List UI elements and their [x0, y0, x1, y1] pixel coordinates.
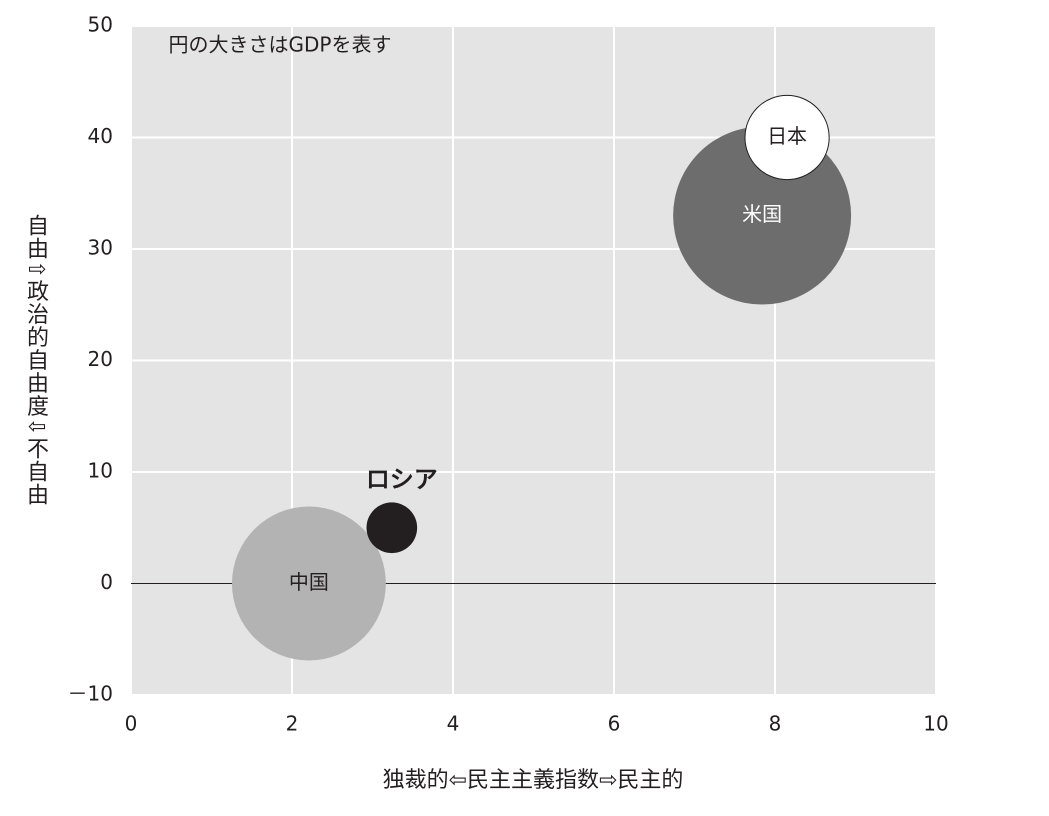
- y-tick-label: 20: [88, 347, 113, 371]
- x-tick-label: 4: [447, 712, 460, 736]
- y-tick-label: －10: [68, 682, 113, 706]
- bubble: [366, 502, 418, 554]
- y-tick-label: 0: [100, 570, 113, 594]
- bubble-label: 米国: [742, 202, 782, 226]
- bubble-label: 日本: [767, 124, 807, 148]
- x-axis-label: 独裁的⇦民主主義指数⇨民主的: [383, 768, 684, 793]
- annotation: 円の大きさはGDPを表す: [169, 33, 392, 57]
- y-tick-label: 50: [88, 13, 113, 37]
- x-tick-label: 2: [286, 712, 299, 736]
- x-tick-label: 8: [769, 712, 782, 736]
- bubble: [231, 506, 386, 661]
- bubble-label: 中国: [289, 570, 329, 594]
- x-tick-label: 0: [125, 712, 138, 736]
- y-tick-label: 40: [88, 124, 113, 148]
- x-tick-label: 10: [923, 712, 948, 736]
- y-tick-label: 10: [88, 459, 113, 483]
- bubble-label: ロシア: [366, 465, 438, 493]
- x-tick-label: 6: [608, 712, 621, 736]
- bubble: [744, 94, 830, 181]
- y-axis-label: 自由⇧政治的自由度⇩不自由: [23, 214, 49, 506]
- y-tick-label: 30: [88, 236, 113, 260]
